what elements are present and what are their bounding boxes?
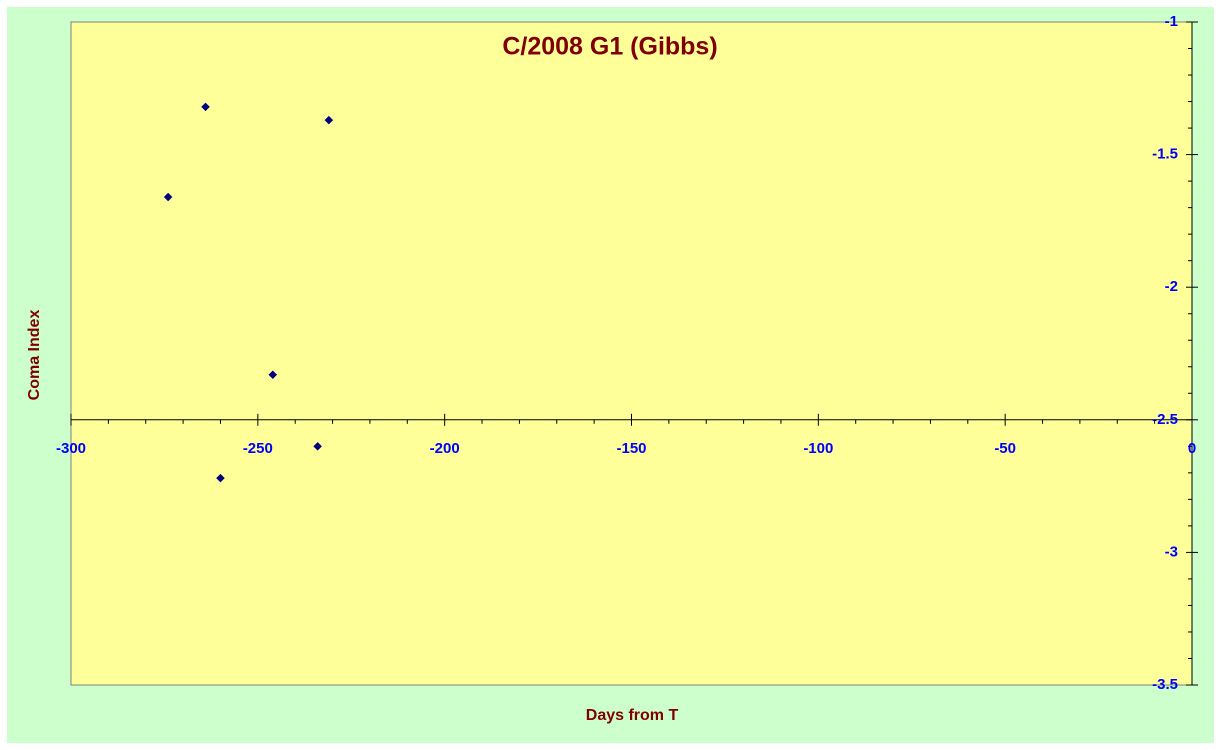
y-tick-label: -3 [1165, 543, 1178, 560]
y-tick-label: -2.5 [1152, 411, 1178, 428]
plot-area [70, 21, 1193, 686]
data-point [163, 192, 173, 202]
y-tick-label: -1.5 [1152, 146, 1178, 163]
y-tick-label: -2 [1165, 278, 1178, 295]
x-tick-label: -200 [430, 440, 460, 457]
x-tick-label: -100 [803, 440, 833, 457]
y-axis-title: Coma Index [26, 310, 43, 401]
data-point [201, 102, 210, 112]
x-tick-label: 0 [1188, 440, 1196, 457]
data-point [313, 441, 322, 451]
x-tick-label: -50 [994, 440, 1016, 457]
x-tick-label: -150 [616, 440, 646, 457]
data-point [216, 473, 225, 483]
x-tick-label: -250 [243, 440, 273, 457]
x-tick-label: -300 [56, 440, 86, 457]
chart-title: C/2008 G1 (Gibbs) [502, 33, 717, 61]
x-axis-title: Days from T [586, 707, 679, 724]
data-point [324, 115, 334, 125]
y-tick-label: -3.5 [1152, 676, 1178, 693]
y-tick-label: -1 [1165, 13, 1178, 30]
data-point [268, 370, 278, 380]
